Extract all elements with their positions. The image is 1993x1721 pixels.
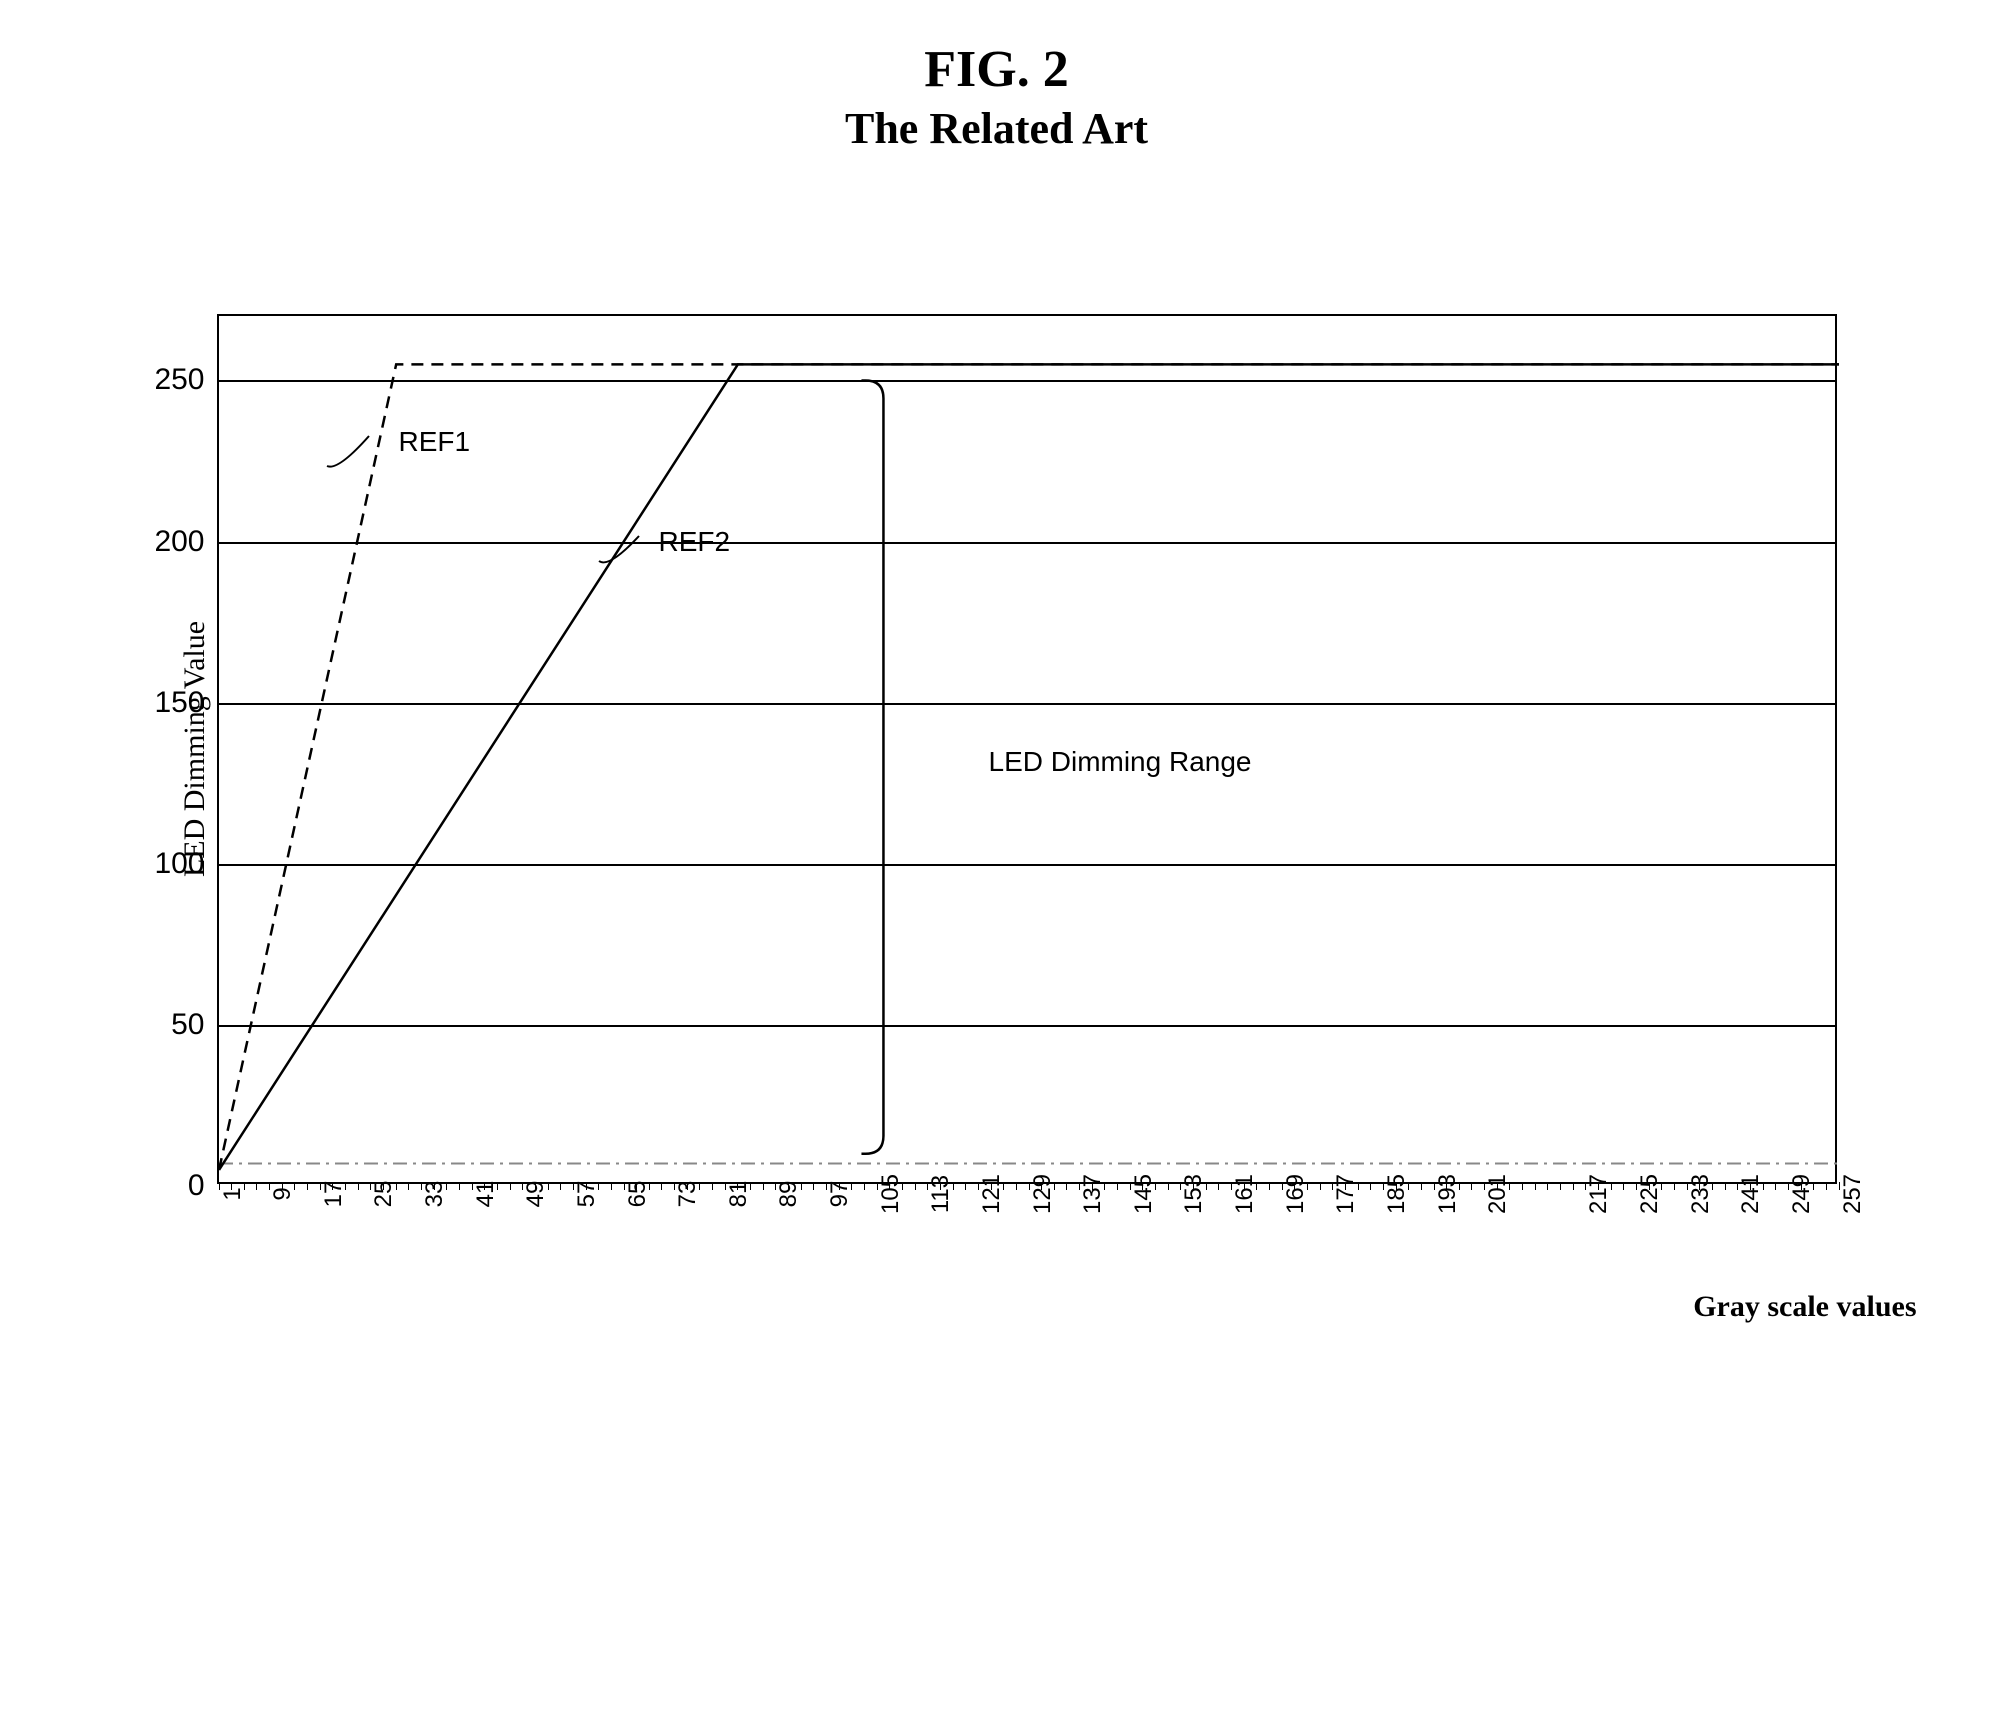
dimming-range-label: LED Dimming Range — [989, 746, 1252, 778]
x-tick-minor — [965, 1182, 966, 1190]
x-tick-label: 217 — [1585, 1174, 1613, 1214]
x-tick-label: 145 — [1130, 1174, 1158, 1214]
x-tick-minor — [1725, 1182, 1726, 1190]
ref2-label: REF2 — [659, 526, 731, 558]
y-tick-label: 100 — [154, 847, 204, 881]
x-tick-minor — [1066, 1182, 1067, 1190]
plot-box: 0501001502002501917253341495765738189971… — [217, 314, 1837, 1184]
grid-line — [219, 864, 1835, 866]
x-tick-minor — [1674, 1182, 1675, 1190]
x-tick-label: 193 — [1434, 1174, 1462, 1214]
grid-line — [219, 703, 1835, 705]
x-tick-label: 1 — [219, 1187, 247, 1200]
ref1-callout — [327, 436, 369, 467]
x-tick-minor — [1535, 1182, 1536, 1190]
x-tick-label: 41 — [472, 1181, 500, 1208]
x-tick-minor — [1016, 1182, 1017, 1190]
x-tick-minor — [1117, 1182, 1118, 1190]
chart-area: LED Dimming Value 0501001502002501917253… — [217, 314, 1947, 1184]
x-tick-minor — [1573, 1182, 1574, 1190]
x-tick-label: 57 — [573, 1181, 601, 1208]
x-tick-label: 161 — [1231, 1174, 1259, 1214]
x-tick-minor — [408, 1182, 409, 1190]
x-tick-minor — [1421, 1182, 1422, 1190]
x-tick-label: 241 — [1737, 1174, 1765, 1214]
y-tick-label: 200 — [154, 525, 204, 559]
y-tick-label: 250 — [154, 363, 204, 397]
x-tick-minor — [1320, 1182, 1321, 1190]
y-tick-label: 50 — [171, 1008, 204, 1042]
x-tick-label: 249 — [1788, 1174, 1816, 1214]
x-tick-label: 201 — [1484, 1174, 1512, 1214]
y-axis-label: LED Dimming Value — [178, 621, 212, 877]
x-tick-label: 89 — [775, 1181, 803, 1208]
x-tick-label: 81 — [725, 1181, 753, 1208]
ref1-label: REF1 — [399, 426, 471, 458]
x-tick-minor — [1623, 1182, 1624, 1190]
grid-line — [219, 542, 1835, 544]
x-tick-label: 169 — [1282, 1174, 1310, 1214]
dimming-range-bracket — [861, 380, 883, 1153]
x-tick-minor — [307, 1182, 308, 1190]
x-tick-minor — [1471, 1182, 1472, 1190]
x-tick-minor — [560, 1182, 561, 1190]
x-tick-minor — [1547, 1182, 1548, 1190]
x-tick-label: 113 — [927, 1175, 955, 1213]
x-tick-label: 257 — [1839, 1174, 1867, 1214]
x-tick-label: 33 — [421, 1181, 449, 1208]
x-tick-minor — [864, 1182, 865, 1190]
x-tick-label: 105 — [877, 1174, 905, 1214]
x-tick-label: 97 — [826, 1181, 854, 1208]
x-tick-label: 177 — [1332, 1174, 1360, 1214]
x-tick-minor — [1168, 1182, 1169, 1190]
x-tick-minor — [1218, 1182, 1219, 1190]
x-tick-label: 25 — [370, 1181, 398, 1208]
x-tick-minor — [1775, 1182, 1776, 1190]
x-tick-minor — [1522, 1182, 1523, 1190]
x-tick-label: 49 — [522, 1181, 550, 1208]
y-tick-label: 150 — [154, 686, 204, 720]
x-tick-minor — [459, 1182, 460, 1190]
x-tick-minor — [1269, 1182, 1270, 1190]
x-tick-label: 185 — [1383, 1174, 1411, 1214]
x-tick-label: 65 — [624, 1181, 652, 1208]
x-tick-minor — [1370, 1182, 1371, 1190]
x-tick-minor — [661, 1182, 662, 1190]
x-tick-minor — [611, 1182, 612, 1190]
x-tick-label: 153 — [1180, 1174, 1208, 1214]
x-tick-label: 17 — [320, 1181, 348, 1208]
x-tick-minor — [915, 1182, 916, 1190]
x-tick-minor — [1826, 1182, 1827, 1190]
figure-container: FIG. 2 The Related Art LED Dimming Value… — [47, 40, 1947, 1184]
x-tick-label: 137 — [1079, 1174, 1107, 1214]
x-tick-label: 233 — [1687, 1174, 1715, 1214]
figure-title: FIG. 2 — [47, 40, 1947, 99]
figure-subtitle: The Related Art — [47, 103, 1947, 154]
x-tick-minor — [712, 1182, 713, 1190]
x-tick-minor — [763, 1182, 764, 1190]
x-tick-label: 9 — [269, 1187, 297, 1200]
x-tick-minor — [1560, 1182, 1561, 1190]
x-tick-label: 225 — [1636, 1174, 1664, 1214]
x-tick-minor — [358, 1182, 359, 1190]
x-tick-minor — [813, 1182, 814, 1190]
x-tick-minor — [510, 1182, 511, 1190]
x-tick-label: 129 — [1029, 1174, 1057, 1214]
x-axis-label: Gray scale values — [1693, 1290, 1916, 1324]
y-tick-label: 0 — [188, 1169, 205, 1203]
x-tick-label: 73 — [674, 1181, 702, 1208]
x-tick-label: 121 — [978, 1174, 1006, 1214]
grid-line — [219, 380, 1835, 382]
x-tick-minor — [256, 1182, 257, 1190]
grid-line — [219, 1025, 1835, 1027]
